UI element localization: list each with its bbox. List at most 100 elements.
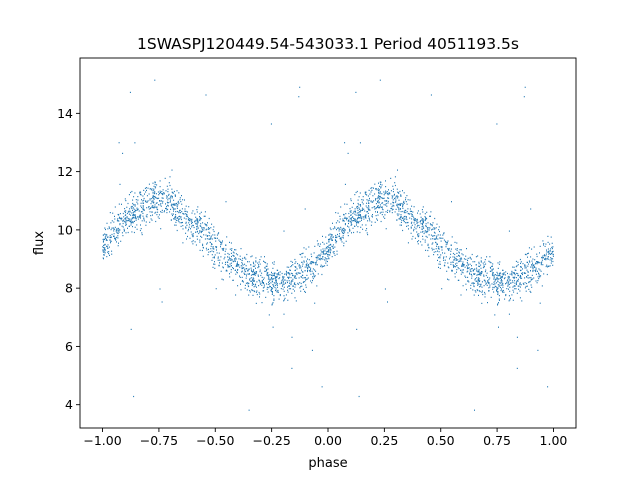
data-point xyxy=(358,207,360,209)
data-point xyxy=(171,188,173,190)
data-point xyxy=(516,272,518,274)
data-point xyxy=(322,251,324,253)
data-point xyxy=(288,273,290,275)
data-point xyxy=(132,202,134,205)
data-point xyxy=(247,269,249,271)
data-point xyxy=(178,218,179,220)
data-point xyxy=(272,275,274,277)
data-point xyxy=(192,224,194,227)
data-point xyxy=(117,245,119,247)
data-point xyxy=(142,208,144,210)
data-point xyxy=(171,197,173,199)
data-point xyxy=(228,256,230,258)
data-point xyxy=(230,271,232,273)
data-point xyxy=(437,246,439,248)
data-point xyxy=(334,227,336,229)
data-point xyxy=(251,289,253,291)
data-point xyxy=(396,203,398,205)
data-point xyxy=(422,235,424,237)
data-point xyxy=(545,257,547,259)
data-point xyxy=(214,261,215,263)
data-point xyxy=(424,213,426,215)
data-point xyxy=(414,224,416,226)
data-point xyxy=(271,293,273,295)
data-point xyxy=(170,195,172,197)
data-point xyxy=(484,296,486,298)
data-point xyxy=(102,246,104,248)
data-point xyxy=(191,224,193,226)
data-point xyxy=(234,269,236,271)
data-point xyxy=(403,200,405,202)
data-point xyxy=(261,280,263,282)
data-point xyxy=(118,228,120,230)
data-point xyxy=(538,262,540,264)
data-point xyxy=(480,264,482,266)
data-point xyxy=(311,261,313,263)
data-point xyxy=(524,265,526,267)
data-point xyxy=(202,255,204,257)
data-point xyxy=(220,244,222,246)
data-point xyxy=(131,190,133,193)
data-point xyxy=(116,228,118,230)
x-axis: −1.00 −0.75 −0.50 −0.25 0.00 0.25 0.50 0.75 1.00 xyxy=(83,428,567,448)
data-point xyxy=(339,228,341,230)
data-point xyxy=(435,238,437,240)
data-point xyxy=(343,242,345,244)
data-point xyxy=(331,234,333,236)
data-point xyxy=(352,216,354,218)
data-point xyxy=(128,210,130,212)
data-point xyxy=(214,267,216,269)
data-point xyxy=(154,187,156,189)
data-point xyxy=(527,277,529,279)
data-point xyxy=(166,185,168,187)
data-point xyxy=(370,191,372,193)
data-point xyxy=(533,265,535,267)
data-point xyxy=(319,245,321,247)
data-point xyxy=(395,208,397,210)
data-point xyxy=(252,277,254,279)
data-point xyxy=(271,303,273,305)
data-point xyxy=(222,266,224,268)
data-point xyxy=(150,218,152,220)
data-point xyxy=(497,280,499,282)
data-point xyxy=(503,278,505,280)
data-point xyxy=(153,196,155,198)
data-point xyxy=(155,186,157,188)
data-point xyxy=(250,256,252,258)
data-point xyxy=(516,265,518,267)
data-point xyxy=(297,263,299,265)
data-point xyxy=(444,240,446,242)
data-point xyxy=(196,222,198,225)
data-point xyxy=(387,197,389,199)
data-point xyxy=(288,272,290,274)
data-point xyxy=(229,266,231,268)
data-point xyxy=(301,265,303,267)
data-point xyxy=(180,218,182,221)
data-point xyxy=(457,279,459,281)
data-point xyxy=(124,211,126,214)
data-point xyxy=(241,266,243,268)
data-point xyxy=(362,208,364,211)
data-point xyxy=(359,192,361,194)
data-point xyxy=(302,274,304,276)
data-point xyxy=(326,242,328,244)
data-point xyxy=(186,238,187,240)
data-point xyxy=(447,248,449,250)
data-point xyxy=(388,192,390,194)
data-point xyxy=(359,211,361,213)
data-point xyxy=(208,217,210,220)
x-tick-label: 0.00 xyxy=(314,433,342,448)
data-point xyxy=(283,279,285,281)
data-point xyxy=(368,199,370,201)
data-point xyxy=(230,259,232,261)
data-point xyxy=(202,243,204,245)
data-point xyxy=(368,202,370,204)
data-point xyxy=(264,256,265,258)
data-point xyxy=(187,217,189,219)
data-point xyxy=(253,290,255,292)
data-point xyxy=(487,282,489,284)
data-point xyxy=(510,297,511,299)
data-point xyxy=(307,264,309,267)
data-point xyxy=(477,271,479,273)
data-point xyxy=(227,259,229,261)
